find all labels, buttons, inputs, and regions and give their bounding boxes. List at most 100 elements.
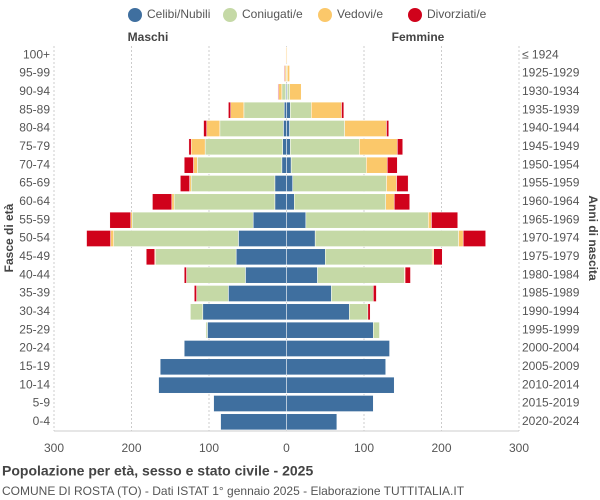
bar — [206, 120, 221, 137]
bar — [245, 266, 287, 284]
bar — [152, 193, 173, 211]
bar — [286, 101, 291, 119]
legend-label: Coniugati/e — [242, 7, 303, 21]
bar — [290, 156, 367, 174]
bar — [344, 120, 387, 137]
y-tick-label: 25-29 — [19, 322, 50, 336]
bar — [277, 83, 280, 101]
bar — [159, 358, 287, 376]
y-tick-label: 15-19 — [19, 359, 50, 373]
bar — [286, 230, 316, 247]
bar — [230, 101, 245, 119]
bar — [286, 120, 290, 137]
bar — [311, 101, 342, 119]
y2-tick-label: 1950-1954 — [522, 157, 580, 171]
y2-tick-label: 1940-1944 — [522, 121, 580, 135]
bar — [289, 120, 345, 137]
bar — [393, 193, 410, 211]
bar — [180, 175, 190, 192]
bar — [396, 175, 409, 192]
bar — [290, 101, 312, 119]
bar — [190, 138, 206, 156]
y-tick-label: 0-4 — [33, 414, 51, 428]
y2-axis-label: Anni di nascita — [586, 195, 600, 281]
x-tick-label: 200 — [431, 441, 451, 455]
bar — [286, 175, 293, 192]
bar — [220, 413, 287, 431]
bar — [286, 138, 291, 156]
bar — [188, 138, 192, 156]
y-tick-label: 65-69 — [19, 176, 50, 190]
y-tick-label: 40-44 — [19, 267, 50, 281]
x-tick-label: 200 — [121, 441, 141, 455]
bar — [341, 101, 345, 119]
y2-tick-label: 2005-2009 — [522, 359, 580, 373]
y-tick-label: 85-89 — [19, 102, 50, 116]
bar — [110, 230, 114, 247]
bar — [292, 175, 387, 192]
y2-tick-label: 1970-1974 — [522, 231, 580, 245]
bar — [132, 211, 254, 229]
bar — [286, 46, 288, 64]
x-tick-label: 300 — [509, 441, 529, 455]
side-label: Femmine — [392, 30, 445, 44]
legend-swatch — [408, 8, 422, 22]
bar — [183, 156, 194, 174]
bar — [207, 321, 287, 339]
bar — [286, 340, 390, 357]
legend-label: Divorziati/e — [427, 7, 487, 21]
chart-subtitle: COMUNE DI ROSTA (TO) - Dati ISTAT 1° gen… — [2, 484, 465, 498]
x-tick-label: 0 — [283, 441, 290, 455]
y2-tick-label: 1945-1949 — [522, 139, 580, 153]
bar — [193, 156, 198, 174]
legend-swatch — [318, 8, 332, 22]
bar — [404, 266, 411, 284]
bar — [228, 101, 231, 119]
bar — [235, 248, 287, 266]
bar — [286, 303, 350, 321]
x-tick-label: 100 — [199, 441, 219, 455]
y2-tick-label: 1960-1964 — [522, 194, 580, 208]
legend-label: Vedovi/e — [337, 7, 383, 21]
y2-tick-label: 1935-1939 — [522, 102, 580, 116]
y2-tick-label: 1995-1999 — [522, 322, 580, 336]
bar — [373, 321, 380, 339]
y2-tick-label: 2010-2014 — [522, 377, 580, 391]
bar — [171, 193, 175, 211]
bar — [294, 193, 386, 211]
bar — [183, 340, 287, 357]
y-tick-label: 60-64 — [19, 194, 50, 208]
bar — [183, 266, 187, 284]
bar — [281, 156, 287, 174]
bar — [373, 285, 377, 302]
bar — [286, 321, 374, 339]
bar — [367, 303, 371, 321]
y-tick-label: 50-54 — [19, 231, 50, 245]
y-tick-label: 10-14 — [19, 377, 50, 391]
bar — [243, 101, 285, 119]
bar — [197, 156, 283, 174]
bar — [286, 193, 295, 211]
legend-swatch — [128, 8, 142, 22]
bar — [286, 266, 318, 284]
legend-swatch — [223, 8, 237, 22]
bar — [366, 156, 388, 174]
bar — [290, 138, 360, 156]
bar — [274, 175, 287, 192]
y2-tick-label: 1980-1984 — [522, 267, 580, 281]
bar — [349, 303, 369, 321]
y-tick-label: 75-79 — [19, 139, 50, 153]
y2-tick-label: 2020-2024 — [522, 414, 580, 428]
y-tick-label: 80-84 — [19, 121, 50, 135]
bar — [158, 376, 287, 394]
bar — [286, 248, 326, 266]
bar — [281, 83, 286, 101]
y-axis-label: Fasce di età — [2, 203, 16, 272]
bar — [331, 285, 374, 302]
y2-tick-label: 1925-1929 — [522, 66, 580, 80]
bar — [314, 230, 459, 247]
bar — [145, 248, 156, 266]
bar — [113, 230, 239, 247]
bar — [286, 285, 332, 302]
